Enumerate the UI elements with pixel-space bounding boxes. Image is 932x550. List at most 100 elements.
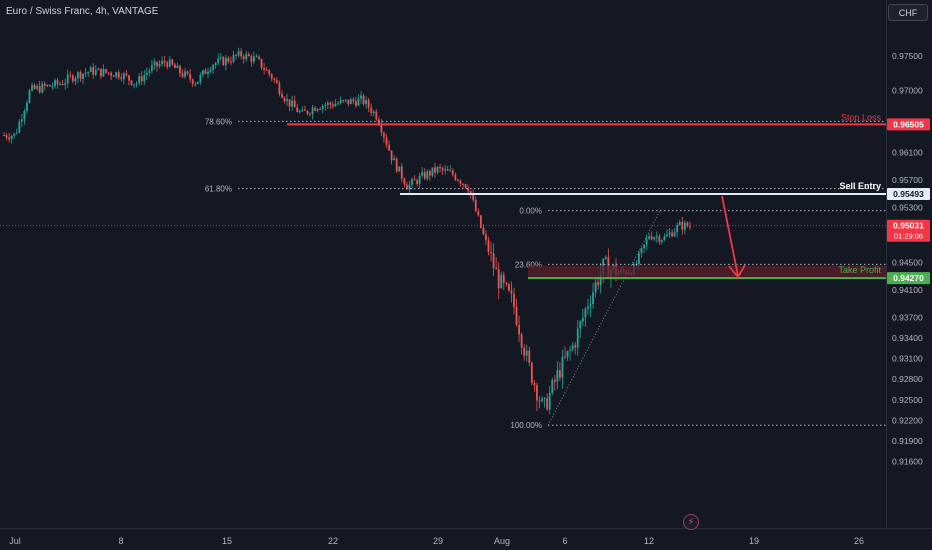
candle-body <box>273 78 276 81</box>
candle-body <box>232 54 235 62</box>
candle-body <box>671 232 673 237</box>
candle-body <box>645 238 648 245</box>
candle-body <box>189 73 192 80</box>
time-axis-label: 19 <box>749 536 759 546</box>
fib-level-label: 0.00% <box>519 207 542 216</box>
candle-body <box>579 321 582 329</box>
candle-body <box>112 75 115 77</box>
candle-body <box>444 169 447 171</box>
candle-body <box>604 257 607 259</box>
candle-body <box>661 240 663 242</box>
candle-body <box>589 304 592 307</box>
candle-body <box>184 71 186 77</box>
time-axis-label: 22 <box>328 536 338 546</box>
candle-body <box>66 74 69 84</box>
candle-body <box>92 67 95 75</box>
candle-body <box>324 105 327 107</box>
candle-body <box>574 345 577 348</box>
candle-body <box>263 68 265 70</box>
chart-area[interactable] <box>0 0 886 528</box>
candle-body <box>10 135 13 140</box>
candle-body <box>459 180 462 184</box>
candle-body <box>436 166 439 173</box>
candle-body <box>33 85 36 89</box>
stop-loss-price-tag-text: 0.96505 <box>893 119 924 129</box>
candle-body <box>569 349 571 351</box>
currency-button[interactable]: CHF <box>888 4 928 21</box>
candle-body <box>571 345 574 350</box>
candle-body <box>418 175 421 184</box>
candle-body <box>360 95 362 99</box>
candle-body <box>446 169 449 171</box>
candle-body <box>94 70 97 75</box>
candles-group <box>3 47 691 415</box>
candle-body <box>191 79 194 85</box>
candle-body <box>296 107 299 113</box>
candle-body <box>145 72 148 76</box>
candle-body <box>138 76 141 84</box>
candle-body <box>530 362 533 384</box>
candle-body <box>339 100 342 104</box>
candle-body <box>411 179 413 185</box>
candle-body <box>316 108 319 111</box>
candle-body <box>255 56 258 58</box>
candle-body <box>260 58 263 69</box>
candle-body <box>528 350 531 363</box>
candle-body <box>71 75 74 82</box>
candle-body <box>533 383 536 386</box>
candle-body <box>513 293 515 307</box>
candle-body <box>523 347 526 356</box>
time-scale[interactable] <box>0 528 932 550</box>
candle-body <box>87 72 90 74</box>
price-scale[interactable] <box>886 0 932 528</box>
candle-body <box>666 234 668 237</box>
candle-body <box>235 54 237 56</box>
candle-body <box>84 72 87 74</box>
lightning-icon[interactable]: ⚡ <box>683 514 699 530</box>
candle-body <box>74 78 77 82</box>
candle-body <box>230 61 232 63</box>
candle-body <box>202 70 204 75</box>
time-axis-label: 6 <box>562 536 567 546</box>
candle-body <box>357 98 360 106</box>
candle-body <box>541 398 543 402</box>
candle-body <box>597 282 600 286</box>
current-price-tag-text: 0.95031 <box>893 221 924 231</box>
candle-body <box>643 244 645 249</box>
candle-body <box>559 370 561 378</box>
candle-body <box>214 63 217 66</box>
candle-body <box>115 72 118 77</box>
candle-body <box>638 253 640 265</box>
candle-body <box>306 110 309 114</box>
candle-body <box>347 99 350 105</box>
candle-body <box>441 168 444 171</box>
candle-body <box>653 237 656 240</box>
candle-body <box>508 284 510 291</box>
candle-body <box>117 72 120 78</box>
candle-body <box>337 103 339 105</box>
projection-arrow-shaft <box>721 195 739 277</box>
candle-body <box>301 109 304 112</box>
candle-body <box>332 104 334 107</box>
candle-body <box>3 135 5 137</box>
candle-body <box>227 58 230 62</box>
price-axis-label: 0.94500 <box>892 257 923 267</box>
candle-body <box>179 65 181 74</box>
price-axis-label: 0.93400 <box>892 333 923 343</box>
candle-body <box>219 57 222 59</box>
candle-body <box>365 100 367 105</box>
candle-body <box>663 236 666 241</box>
candle-body <box>286 99 288 102</box>
candle-body <box>23 110 26 120</box>
candle-body <box>372 111 375 113</box>
stop-loss-price-tag-box <box>887 118 930 131</box>
sell-entry-label: Sell Entry <box>839 181 881 191</box>
candle-body <box>477 211 480 216</box>
current-price-tag-countdown: 01:29:06 <box>894 232 923 241</box>
candle-body <box>64 83 67 85</box>
price-axis-label: 0.97000 <box>892 85 923 95</box>
candle-body <box>196 81 199 85</box>
candle-body <box>518 324 520 335</box>
candle-body <box>97 68 100 71</box>
